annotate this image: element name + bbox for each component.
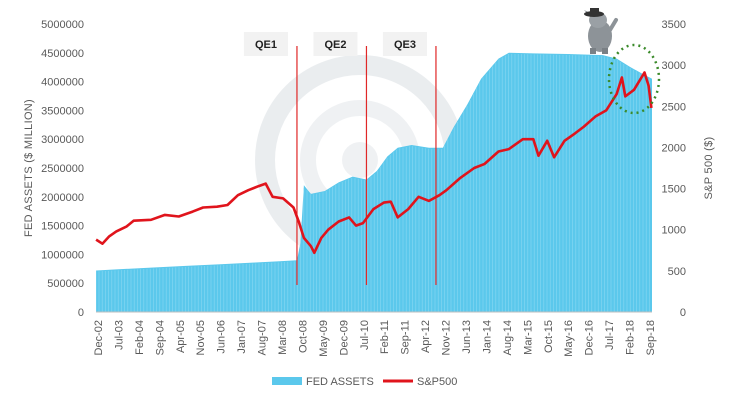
y-left-tick-label: 0 (78, 307, 84, 319)
qe-label-2: QE2 (324, 39, 346, 51)
x-tick-label: Oct-08 (297, 320, 309, 353)
y-right-axis-title: S&P 500 ($) (703, 136, 715, 199)
y-left-tick-label: 2000000 (41, 192, 84, 204)
x-tick-label: Jun-06 (216, 320, 228, 354)
y-left-tick-label: 3500000 (41, 105, 84, 117)
x-tick-label: Jul-10 (359, 320, 371, 350)
x-tick-label: May-16 (563, 320, 575, 357)
legend-label-sp500: S&P500 (417, 376, 457, 388)
qe-annotation-layer: QE1 QE2 QE3 (243, 32, 437, 285)
legend-swatch-fed-assets (272, 377, 302, 385)
y-left-tick-label: 5000000 (41, 19, 84, 31)
x-tick-label: Apr-05 (175, 320, 187, 353)
y-right-tick-label: 0 (680, 307, 686, 319)
qe-label-box-1 (243, 32, 288, 56)
legend-label-fed-assets: FED ASSETS (306, 376, 374, 388)
highlight-circle (607, 43, 661, 115)
y-left-tick-label: 1500000 (41, 221, 84, 233)
y-right-tick-label: 3500 (662, 19, 686, 31)
x-tick-label: Jan-07 (236, 320, 248, 354)
x-tick-label: Sep-18 (645, 320, 657, 355)
x-tick-label: Dec-16 (584, 320, 596, 355)
x-tick-label: Jan-14 (481, 320, 493, 354)
x-tick-label: Dec-09 (338, 320, 350, 355)
sp500-line-layer (95, 71, 653, 255)
x-tick-label: Feb-18 (625, 320, 637, 355)
x-tick-label: Sep-04 (154, 320, 166, 355)
rhino-icon (584, 8, 618, 54)
y-left-tick-label: 2500000 (41, 163, 84, 175)
x-tick-label: Nov-05 (195, 320, 207, 355)
y-left-tick-label: 4500000 (41, 48, 84, 60)
y-left-tick-label: 1000000 (41, 249, 84, 261)
x-tick-label: Mar-15 (522, 320, 534, 355)
y-left-tick-label: 4000000 (41, 77, 84, 89)
fed-assets-area-layer (96, 52, 653, 313)
y-left-tick-label: 500000 (47, 278, 84, 290)
qe-label-3: QE3 (394, 39, 416, 51)
y-left-axis-title: FED ASSETS ($ MILLION) (23, 99, 35, 237)
y-right-tick-label: 2500 (662, 101, 686, 113)
x-tick-label: Jun-13 (461, 320, 473, 354)
sp500-line (95, 71, 653, 255)
x-tick-label: Dec-02 (93, 320, 105, 355)
y-left-tick-label: 3000000 (41, 134, 84, 146)
qe-label-box-2 (313, 32, 358, 56)
x-tick-label: Jul-03 (113, 320, 125, 350)
y-right-tick-label: 500 (668, 266, 686, 278)
x-tick-label: Apr-12 (420, 320, 432, 353)
x-tick-label: Aug-07 (257, 320, 269, 355)
x-tick-label: May-09 (318, 320, 330, 357)
x-tick-label: Sep-11 (400, 320, 412, 355)
y-right-tick-label: 1500 (662, 184, 686, 196)
x-tick-label: Nov-12 (441, 320, 453, 355)
qe-label-box-3 (382, 32, 427, 56)
axis-layer: 0500000100000015000002000000250000030000… (23, 19, 715, 357)
y-right-tick-label: 1000 (662, 225, 686, 237)
x-tick-label: Feb-11 (379, 320, 391, 354)
x-tick-label: Feb-04 (134, 320, 146, 355)
y-right-tick-label: 3000 (662, 60, 686, 72)
x-tick-label: Oct-15 (543, 320, 555, 353)
y-right-tick-label: 2000 (662, 142, 686, 154)
x-tick-label: Jul-17 (604, 320, 616, 350)
qe-label-1: QE1 (255, 39, 277, 51)
x-tick-label: Mar-08 (277, 320, 289, 355)
x-tick-label: Aug-14 (502, 320, 514, 355)
legend: FED ASSETS S&P500 (272, 376, 457, 388)
